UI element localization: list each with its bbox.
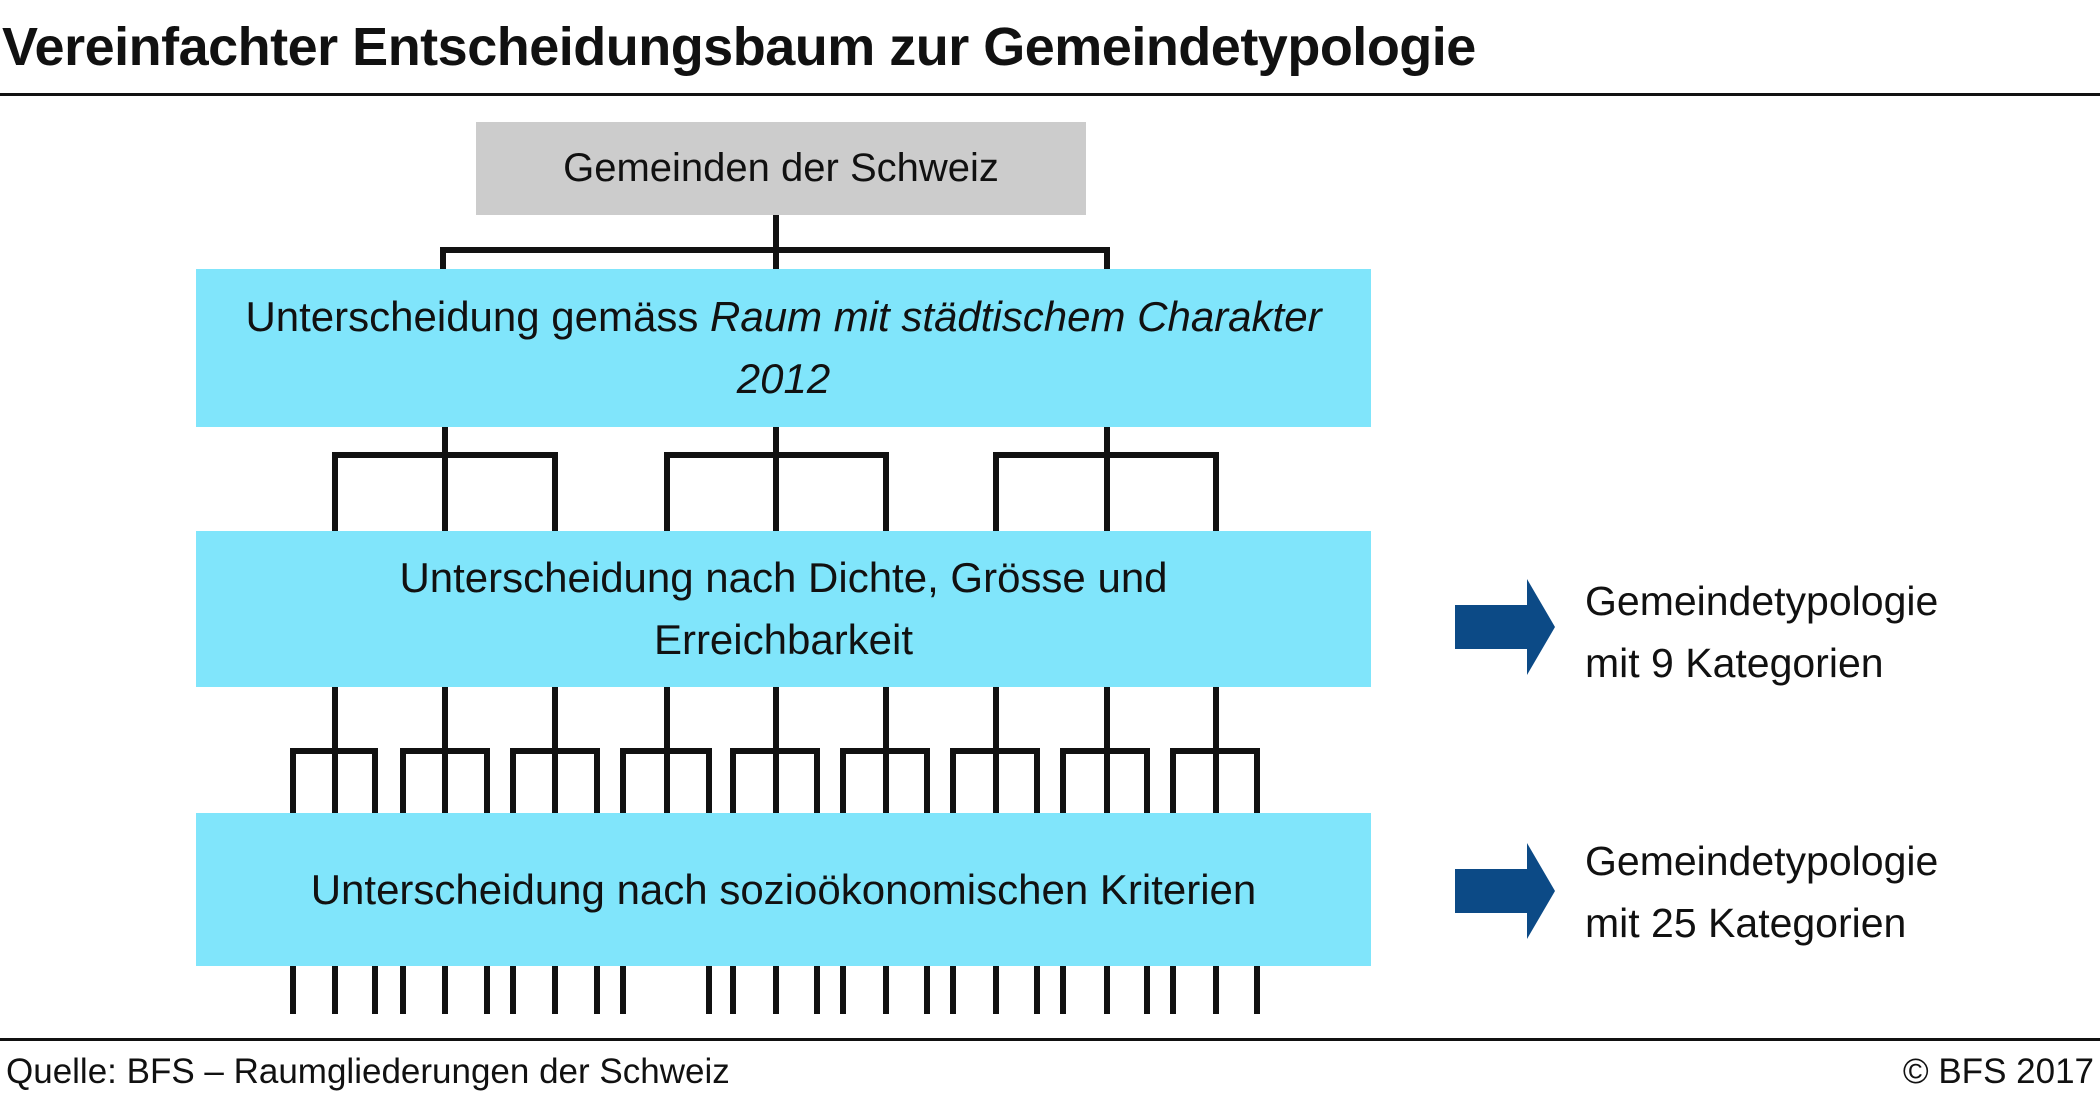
footer-rule (0, 1038, 2100, 1041)
level2-line2: Erreichbarkeit (653, 616, 914, 663)
source-note: Quelle: BFS – Raumgliederungen der Schwe… (6, 1052, 730, 1091)
copyright-note: © BFS 2017 (1902, 1052, 2094, 1091)
root-node: Gemeinden der Schweiz (476, 122, 1086, 215)
result-9-categories: Gemeindetypologie mit 9 Kategorien (1585, 570, 1938, 694)
arrow-right-icon (1455, 579, 1555, 675)
level3-node: Unterscheidung nach sozioökonomischen Kr… (196, 813, 1371, 966)
diagram-title: Vereinfachter Entscheidungsbaum zur Geme… (2, 17, 1476, 77)
level2-node: Unterscheidung nach Dichte, Grösse und E… (196, 531, 1371, 687)
result1-line1: Gemeindetypologie (1585, 578, 1939, 624)
result2-line1: Gemeindetypologie (1585, 838, 1939, 884)
result1-line2: mit 9 Kategorien (1585, 640, 1884, 686)
result2-line2: mit 25 Kategorien (1585, 900, 1907, 946)
level1-italic-text: Raum mit städtischem Charakter 2012 (710, 293, 1322, 402)
title-rule (0, 93, 2100, 96)
arrow-right-icon (1455, 843, 1555, 939)
level1-text: Unterscheidung gemäss (245, 293, 711, 340)
level2-line1: Unterscheidung nach Dichte, Grösse und (399, 554, 1168, 601)
level1-node: Unterscheidung gemäss Raum mit städtisch… (196, 269, 1371, 427)
result-25-categories: Gemeindetypologie mit 25 Kategorien (1585, 830, 1938, 954)
